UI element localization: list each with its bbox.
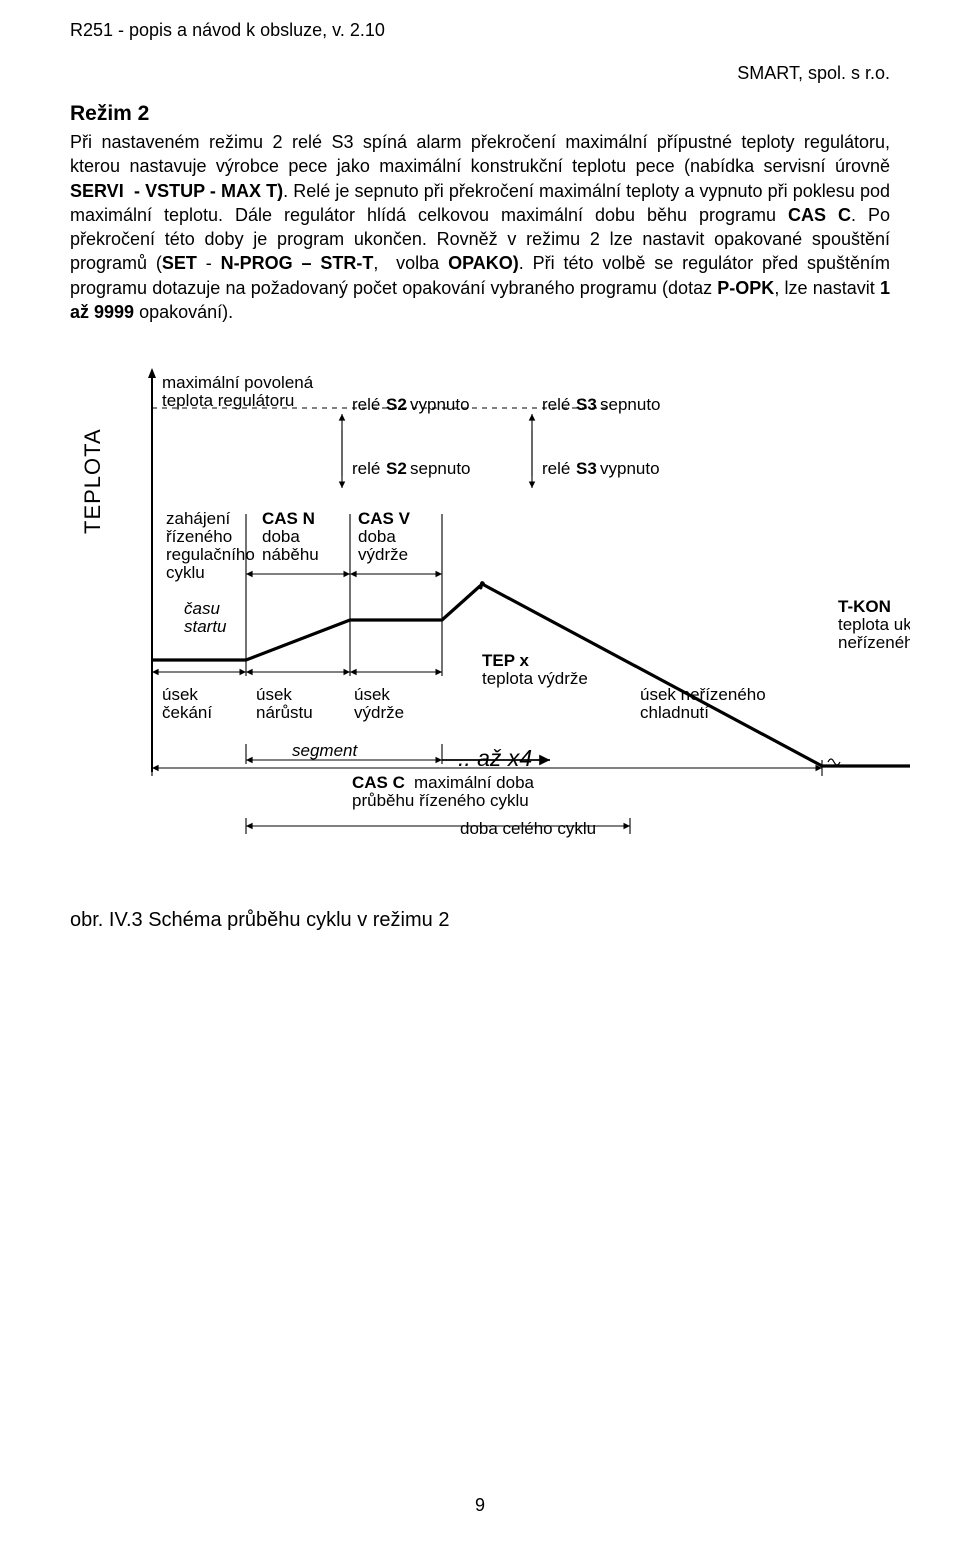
svg-text:sepnuto: sepnuto [410,459,471,478]
svg-text:úsek neřízeného: úsek neřízeného [640,685,766,704]
svg-text:TEP x: TEP x [482,651,529,670]
svg-text:cyklu: cyklu [166,563,205,582]
body-paragraph: Při nastaveném režimu 2 relé S3 spíná al… [70,130,890,324]
svg-text:teplota výdrže: teplota výdrže [482,669,588,688]
cycle-diagram: TEPLOTA maximální povolenáteplota regulát… [70,364,890,849]
svg-text:vypnuto: vypnuto [600,459,660,478]
page-number: 9 [0,1495,960,1516]
svg-text:času: času [184,599,220,618]
svg-text:úsek: úsek [256,685,292,704]
svg-text:doba celého cyklu: doba celého cyklu [460,819,596,838]
page-header-right: SMART, spol. s r.o. [70,63,890,84]
svg-text:doba: doba [262,527,300,546]
svg-text:nárůstu: nárůstu [256,703,313,722]
figure-caption: obr. IV.3 Schéma průběhu cyklu v režimu … [70,909,890,932]
svg-text:výdrže: výdrže [358,545,408,564]
svg-text:teplota regulátoru: teplota regulátoru [162,391,294,410]
svg-text:doba: doba [358,527,396,546]
page-header-left: R251 - popis a návod k obsluze, v. 2.10 [70,20,890,41]
svg-text:CAS C: CAS C [352,773,405,792]
svg-text:T-KON: T-KON [838,597,891,616]
svg-text:vypnuto: vypnuto [410,395,470,414]
section-heading: Režim 2 [70,102,890,126]
svg-text:S3: S3 [576,395,597,414]
svg-text:S3: S3 [576,459,597,478]
svg-text:startu: startu [184,617,227,636]
svg-text:výdrže: výdrže [354,703,404,722]
svg-text:průběhu řízeného cyklu: průběhu řízeného cyklu [352,791,529,810]
svg-text:maximální povolená: maximální povolená [162,373,314,392]
svg-text:segment: segment [292,741,358,760]
svg-text:relé: relé [352,459,380,478]
svg-text:řízeného: řízeného [166,527,232,546]
svg-text:náběhu: náběhu [262,545,319,564]
svg-text:chladnutí: chladnutí [640,703,709,722]
svg-text:.. až x4: .. až x4 [458,745,532,771]
svg-text:relé: relé [542,395,570,414]
svg-text:zahájení: zahájení [166,509,231,528]
svg-text:relé: relé [352,395,380,414]
svg-text:úsek: úsek [162,685,198,704]
svg-text:maximální doba: maximální doba [414,773,535,792]
svg-text:S2: S2 [386,395,407,414]
svg-text:CAS N: CAS N [262,509,315,528]
svg-text:čekání: čekání [162,703,212,722]
svg-text:sepnuto: sepnuto [600,395,661,414]
svg-text:CAS V: CAS V [358,509,411,528]
svg-text:neřízeného p: neřízeného p [838,633,910,652]
svg-text:regulačního: regulačního [166,545,255,564]
svg-text:úsek: úsek [354,685,390,704]
svg-text:teplota ukon: teplota ukon [838,615,910,634]
svg-text:TEPLOTA: TEPLOTA [80,429,105,535]
svg-text:S2: S2 [386,459,407,478]
svg-text:relé: relé [542,459,570,478]
